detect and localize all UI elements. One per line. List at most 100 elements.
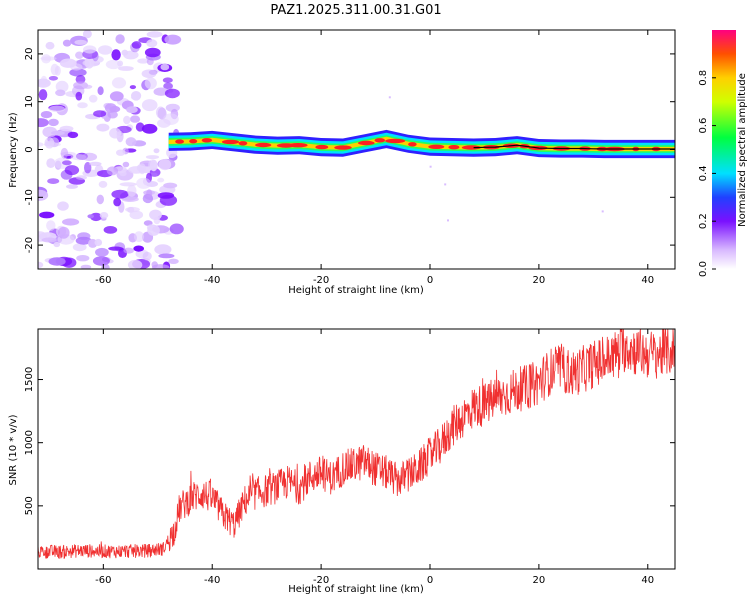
y-tick-label: -10: [24, 189, 35, 205]
noise-blob: [72, 243, 87, 252]
noise-blob: [169, 223, 184, 235]
noise-blob: [157, 192, 175, 199]
noise-blob: [77, 102, 88, 109]
noise-blob: [48, 257, 66, 266]
noise-blob: [144, 77, 157, 90]
noise-blob: [90, 212, 102, 222]
noise-blob: [148, 159, 157, 171]
noise-blob: [146, 189, 153, 198]
noise-blob: [146, 39, 158, 48]
noise-blob: [162, 77, 173, 83]
colorbar-tick-label: 0.2: [698, 213, 709, 229]
noise-blob: [142, 251, 152, 261]
noise-blob: [41, 237, 57, 243]
noise-blob: [109, 91, 124, 102]
noise-blob: [147, 224, 160, 236]
y-tick-label: 0: [24, 146, 35, 152]
colorbar-tick-label: 0.4: [698, 165, 709, 181]
noise-blob: [129, 115, 141, 123]
snr-plot-area: [38, 329, 675, 559]
noise-blob: [113, 197, 122, 207]
ridge-peak: [175, 139, 185, 144]
noise-blob: [121, 196, 139, 202]
chart-title: PAZ1.2025.311.00.31.G01: [270, 3, 441, 18]
noise-blob: [129, 210, 144, 220]
noise-blob: [46, 158, 56, 169]
spectrogram-plot-area: [38, 30, 675, 269]
noise-blob: [144, 47, 161, 58]
noise-blob: [57, 226, 70, 239]
noise-blob: [127, 206, 135, 213]
noise-blob: [127, 184, 137, 197]
noise-blob: [146, 31, 163, 38]
noise-blob: [66, 184, 78, 189]
noise-blob: [74, 39, 87, 45]
noise-blob: [48, 76, 59, 81]
snr-frame: [37, 328, 676, 570]
noise-blob: [93, 110, 107, 118]
noise-blob: [47, 178, 60, 185]
noise-blob: [94, 238, 103, 247]
noise-blob: [92, 256, 110, 266]
noise-blob: [103, 226, 118, 234]
ridge-peak: [385, 138, 406, 144]
noise-blob: [80, 264, 92, 269]
noise-blob: [116, 149, 126, 156]
x-tick-label: -20: [313, 275, 329, 286]
y-tick-label: 1500: [24, 367, 35, 392]
colorbar-ticks: 0.0 0.2 0.4 0.6 0.8: [698, 70, 716, 277]
noise-blob: [160, 63, 170, 71]
noise-blob: [45, 41, 55, 50]
noise-blob: [51, 130, 65, 136]
noise-dot: [388, 96, 391, 99]
noise-blob: [60, 147, 69, 159]
noise-blob: [141, 123, 158, 134]
spectrogram-panel: -60 -40 -20 0 20 40 -20 -10 0 10 20 Height of stra…: [8, 29, 676, 296]
snr-ticks: -60 -40 -20 0 20 40 500 1000 1500: [24, 329, 675, 586]
noise-blob: [53, 241, 61, 248]
noise-blob: [82, 30, 92, 39]
noise-blob: [40, 111, 53, 119]
noise-blob: [75, 75, 86, 84]
ridge-peak: [189, 139, 198, 144]
noise-blob: [158, 159, 172, 171]
noise-blob: [123, 115, 131, 125]
noise-blob: [118, 66, 134, 71]
colorbar-tick-label: 0.6: [698, 118, 709, 134]
noise-blob: [127, 259, 143, 269]
noise-blob: [87, 214, 94, 219]
noise-blob: [123, 247, 134, 254]
spectrogram-ticks: -60 -40 -20 0 20 40 -20 -10 0 10 20: [24, 30, 675, 286]
noise-blob: [151, 264, 170, 269]
x-tick-label: 20: [533, 275, 546, 286]
ridge-peak: [255, 142, 272, 148]
ridge-peak: [221, 139, 240, 145]
colorbar: 0.0 0.2 0.4 0.6 0.8 Normalized spectral ampl…: [698, 30, 748, 277]
noise-dot: [601, 210, 604, 213]
x-tick-label: 20: [533, 575, 546, 586]
noise-dot: [447, 219, 449, 222]
noise-blob: [55, 89, 66, 97]
x-tick-label: -20: [313, 575, 329, 586]
noise-blob: [98, 45, 113, 55]
noise-blob: [153, 216, 161, 225]
noise-blob: [48, 118, 59, 127]
ridge-peak: [334, 145, 352, 150]
ridge-peak: [448, 145, 460, 150]
noise-blob: [38, 89, 48, 101]
noise-blob: [55, 80, 69, 93]
noise-blob: [83, 84, 93, 89]
noise-blob: [40, 56, 57, 61]
noise-blob: [122, 161, 130, 168]
y-tick-label: 1000: [24, 430, 35, 455]
noise-blob: [111, 77, 127, 89]
noise-blob: [84, 57, 95, 69]
noise-blob: [38, 189, 49, 201]
noise-blob: [38, 142, 44, 147]
colorbar-tick-label: 0.0: [698, 261, 709, 277]
noise-blob: [105, 59, 122, 70]
noise-blob: [59, 125, 74, 132]
noise-blob: [131, 91, 142, 101]
spectrogram-x-label: Height of straight line (km): [288, 285, 424, 296]
